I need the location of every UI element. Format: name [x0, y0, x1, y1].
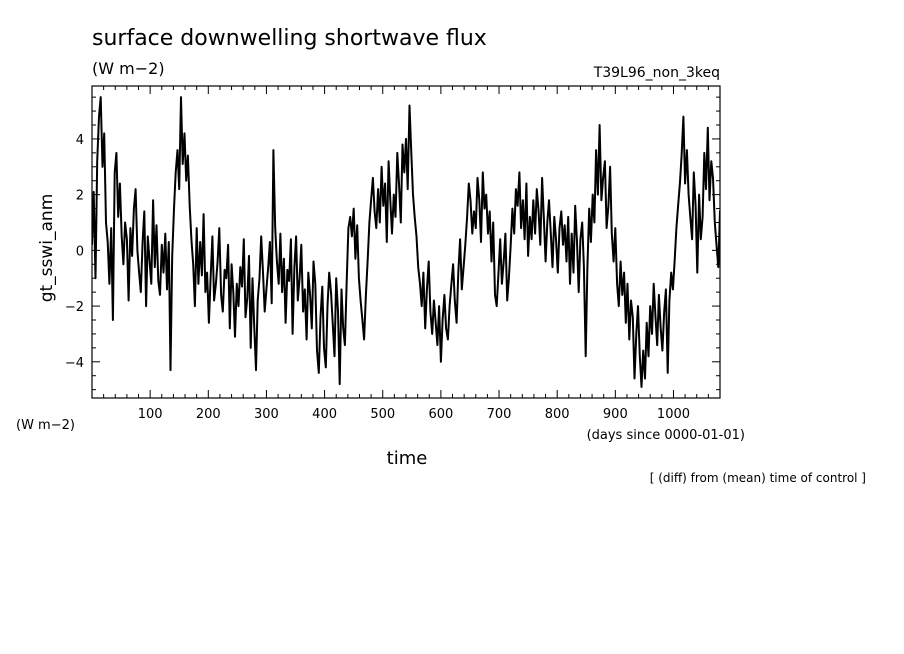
x-tick-label: 300 — [254, 407, 279, 422]
y-tick-label: 0 — [76, 244, 84, 259]
x-axis-label: time — [387, 448, 428, 469]
plot-area — [91, 85, 721, 399]
x-tick-label: 400 — [312, 407, 337, 422]
y-tick-label: 4 — [76, 133, 84, 148]
units-label: (W m−2) — [92, 59, 165, 78]
y-axis-units-label: (W m−2) — [16, 418, 75, 433]
footnote: [ (diff) from (mean) time of control ] — [650, 471, 866, 485]
x-tick-label: 800 — [545, 407, 570, 422]
y-tick-label: −4 — [65, 356, 84, 371]
y-tick-label: 2 — [76, 189, 84, 204]
x-tick-label: 100 — [138, 407, 163, 422]
run-label: T39L96_non_3keq — [593, 65, 720, 81]
x-tick-label: 900 — [603, 407, 628, 422]
x-tick-label: 500 — [370, 407, 395, 422]
x-tick-label: 600 — [428, 407, 453, 422]
x-tick-label: 200 — [196, 407, 221, 422]
x-axis-units-label: (days since 0000-01-01) — [587, 428, 745, 443]
x-tick-label: 700 — [487, 407, 512, 422]
chart-title: surface downwelling shortwave flux — [92, 26, 487, 51]
y-axis-ticks: −4 −2 0 2 4 — [65, 96, 720, 391]
y-axis-label: gt_sswi_anm — [37, 194, 57, 303]
x-axis-ticks: 100 200 300 400 500 600 700 800 900 1000 — [103, 86, 709, 422]
plot-frame — [91, 85, 721, 399]
x-tick-label: 1000 — [657, 407, 690, 422]
y-tick-label: −2 — [65, 300, 84, 315]
series-line-0 — [92, 96, 720, 388]
